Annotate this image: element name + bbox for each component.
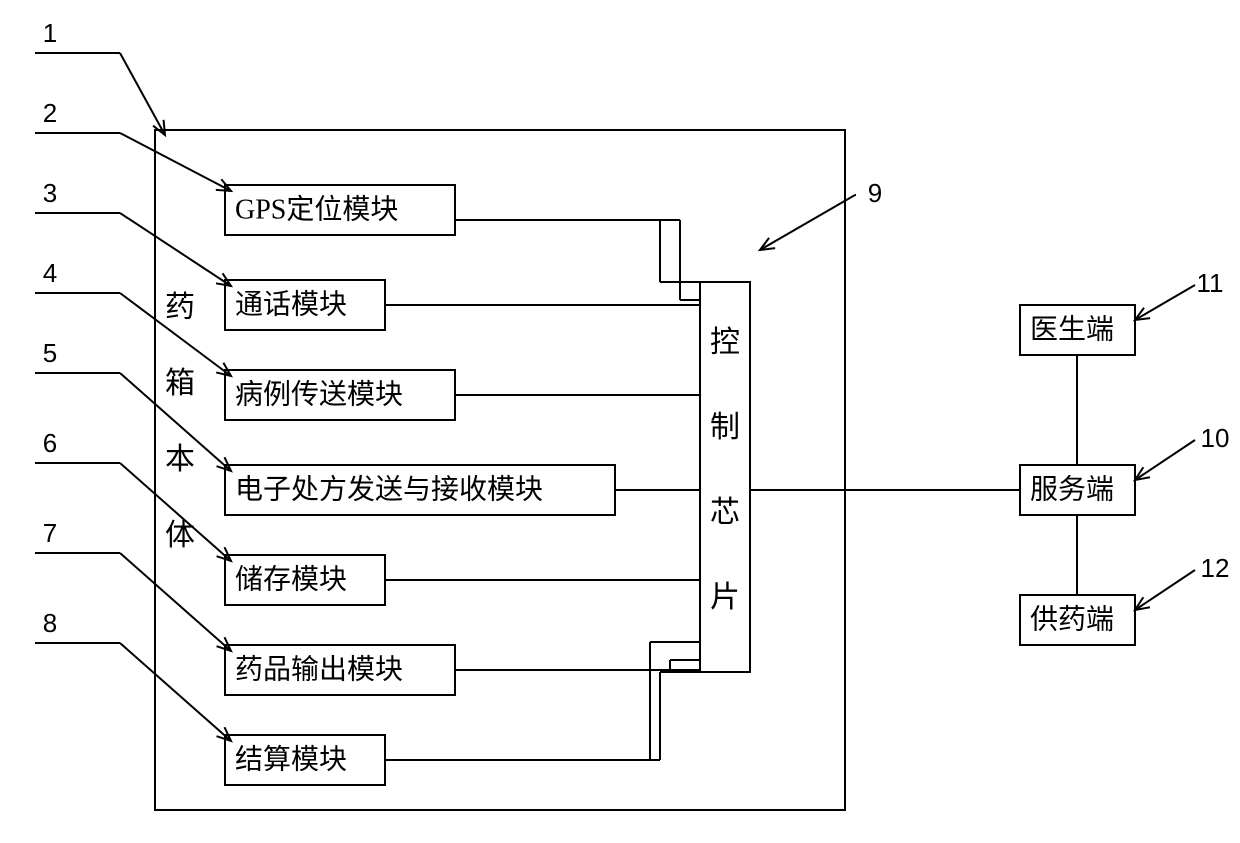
m3-label: 通话模块 [235, 288, 347, 320]
leader-9-arrow [760, 238, 775, 250]
callout-5: 5 [43, 338, 57, 368]
r12-label: 供药端 [1030, 603, 1114, 635]
r10-label: 服务端 [1030, 473, 1114, 505]
leader-9-s [760, 195, 855, 250]
callout-8: 8 [43, 608, 57, 638]
leader-1-s [120, 53, 165, 135]
control-chip-label-char: 制 [710, 411, 740, 444]
m6-label: 储存模块 [235, 563, 347, 595]
outer-box-label-char: 体 [165, 519, 195, 552]
callout-2: 2 [43, 98, 57, 128]
m4-label: 病例传送模块 [235, 378, 403, 410]
callout-9: 9 [868, 178, 882, 208]
control-chip-label-char: 控 [710, 326, 740, 359]
r11-label: 医生端 [1030, 313, 1114, 345]
leader-2-s [120, 133, 231, 191]
outer-box-label-char: 箱 [165, 367, 195, 400]
outer-box-label-char: 药 [165, 291, 195, 324]
m2-label: GPS定位模块 [235, 193, 398, 225]
control-chip-label-char: 芯 [710, 496, 740, 529]
leader-11-s [1135, 285, 1195, 320]
callout-11: 11 [1197, 268, 1224, 298]
callout-6: 6 [43, 428, 57, 458]
callout-4: 4 [43, 258, 57, 288]
callout-1: 1 [43, 18, 57, 48]
callout-7: 7 [43, 518, 57, 548]
leader-12-arrow [1135, 597, 1150, 610]
m8-label: 结算模块 [235, 743, 347, 775]
leader-8-s [120, 643, 231, 741]
outer-box-label-char: 本 [165, 443, 195, 476]
m5-label: 电子处方发送与接收模块 [235, 473, 543, 505]
leader-12-s [1135, 570, 1195, 610]
leader-10-s [1135, 440, 1195, 480]
callout-10: 10 [1201, 423, 1230, 453]
outer-box [155, 130, 845, 810]
leader-3-s [120, 213, 231, 286]
m7-label: 药品输出模块 [235, 653, 403, 685]
control-chip-label-char: 片 [710, 581, 740, 614]
callout-3: 3 [43, 178, 57, 208]
leader-11-arrow [1135, 308, 1150, 320]
callout-12: 12 [1201, 553, 1230, 583]
leader-7-s [120, 553, 231, 651]
leader-10-arrow [1135, 467, 1150, 480]
